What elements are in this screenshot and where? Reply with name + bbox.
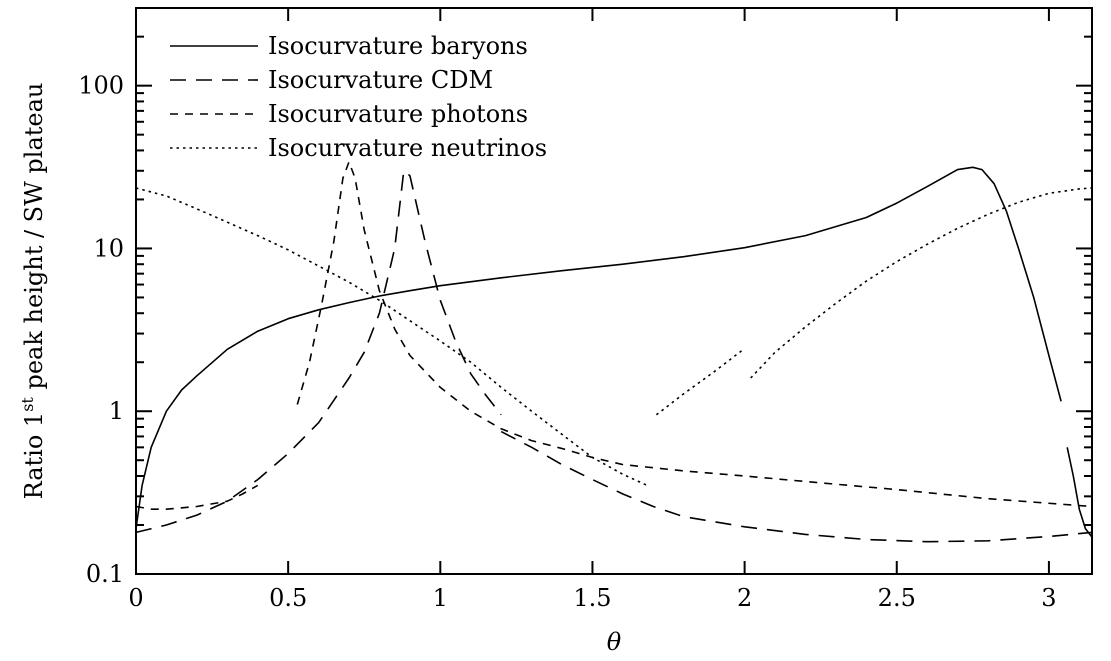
- series-line-4-segment-1: [135, 187, 648, 487]
- series-line-4-segment-2: [655, 350, 743, 416]
- series-line-3-segment-2: [296, 161, 1092, 508]
- series-line-3-segment-1: [135, 484, 259, 510]
- series-line-2-segment-1: [135, 170, 502, 534]
- legend-label-3: Isocurvature photons: [268, 100, 528, 128]
- tick-labels: 0 0.5 1 1.5 2 2.5 3 0.1 1 10 100: [78, 72, 1056, 612]
- y-tick-label: 1: [109, 397, 124, 425]
- plot-lines: [135, 161, 1093, 543]
- y-axis-title-post: peak height / SW plateau: [20, 83, 48, 398]
- legend: Isocurvature baryons Isocurvature CDM Isoc…: [170, 32, 547, 162]
- x-tick-label: 1: [433, 584, 448, 612]
- y-axis-title-sup: st: [18, 397, 37, 412]
- x-tick-label: 3: [1041, 584, 1056, 612]
- x-tick-label: 0.5: [269, 584, 307, 612]
- y-tick-label: 10: [93, 234, 124, 262]
- plot-frame: [135, 7, 1093, 575]
- x-tick-label: 0: [128, 584, 143, 612]
- x-tick-label: 1.5: [573, 584, 611, 612]
- series-line-2-segment-2: [500, 430, 1092, 543]
- x-tick-label: 2: [737, 584, 752, 612]
- legend-label-2: Isocurvature CDM: [268, 66, 493, 94]
- series-line-1-segment-2: [1066, 447, 1093, 537]
- series-line-1-segment-1: [135, 166, 1062, 529]
- x-tick-label: 2.5: [878, 584, 916, 612]
- y-axis-title: Ratio 1st peak height / SW plateau: [18, 83, 48, 500]
- legend-label-4: Isocurvature neutrinos: [268, 134, 547, 162]
- y-tick-label: 100: [78, 72, 124, 100]
- y-axis-title-pre: Ratio 1: [20, 412, 48, 500]
- legend-label-1: Isocurvature baryons: [268, 32, 528, 60]
- tick-marks: [135, 7, 1092, 575]
- x-axis-title: θ: [607, 628, 622, 656]
- y-tick-label: 0.1: [86, 560, 124, 588]
- series-line-4-segment-3: [750, 187, 1092, 379]
